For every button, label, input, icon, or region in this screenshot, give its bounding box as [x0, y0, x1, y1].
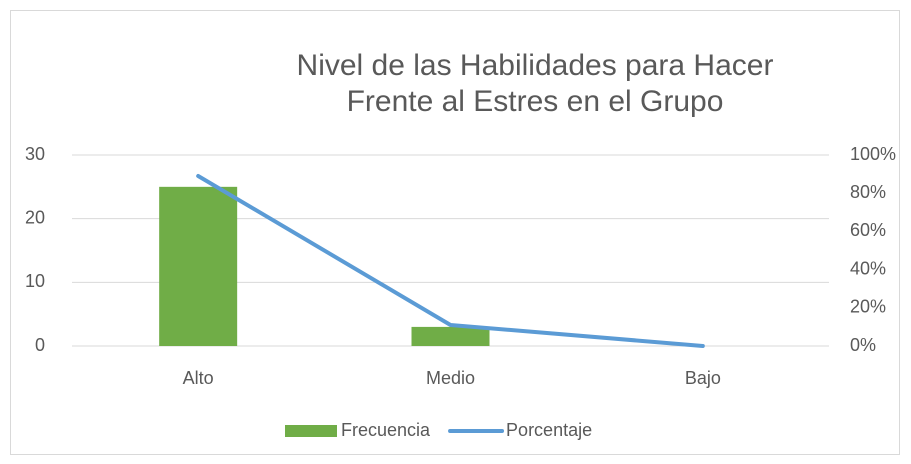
legend-label: Porcentaje — [506, 420, 592, 440]
chart-title: Nivel de las Habilidades para Hacer Fren… — [296, 49, 774, 118]
legend-swatch — [285, 425, 337, 437]
y2-tick-label: 0% — [850, 335, 876, 355]
x-tick-label: Alto — [183, 368, 214, 388]
y2-tick-label: 80% — [850, 182, 886, 202]
x-tick-label: Medio — [426, 368, 475, 388]
y-tick-label: 30 — [25, 144, 45, 164]
line — [196, 174, 705, 348]
y2-tick-label: 100% — [850, 144, 896, 164]
x-tick-label: Bajo — [685, 368, 721, 388]
legend-label: Frecuencia — [341, 420, 431, 440]
bar — [411, 326, 490, 346]
bar — [159, 186, 238, 346]
y2-tick-label: 40% — [850, 258, 886, 278]
chart-border — [10, 10, 900, 455]
y2-tick-label: 60% — [850, 220, 886, 240]
y-tick-label: 0 — [35, 335, 45, 355]
y-tick-label: 10 — [25, 271, 45, 291]
y-tick-label: 20 — [25, 207, 45, 227]
y2-tick-label: 20% — [850, 297, 886, 317]
